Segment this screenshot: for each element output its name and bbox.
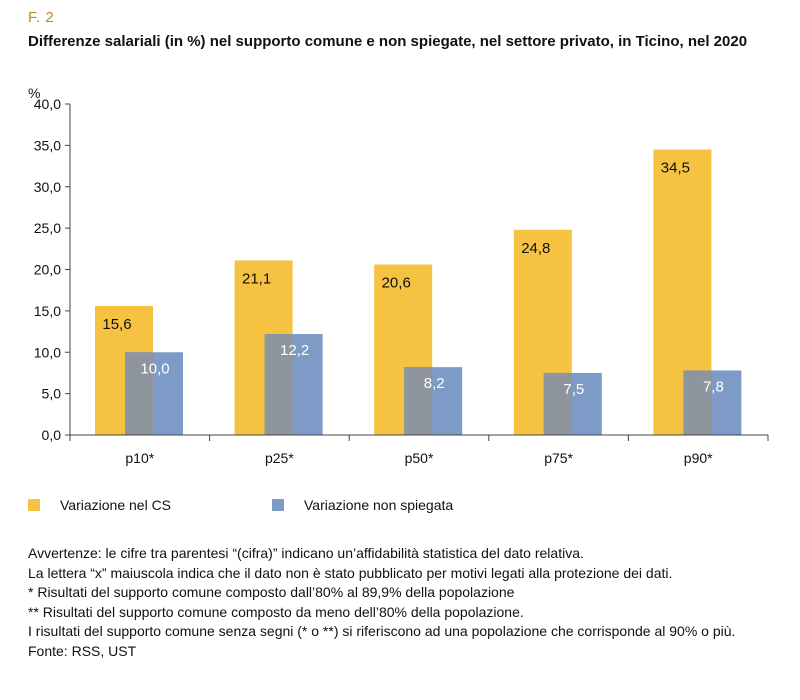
y-axis: 0,0 5,0 10,0 15,0 20,0 25,0 30,0 35,0 40,0 [34,96,71,443]
bar-overlap [543,372,572,435]
figure-number: F. 2 [28,9,55,26]
legend-item-cs: Variazione nel CS [28,497,171,513]
note-double-asterisk: ** Risultati del supporto comune compost… [28,603,524,620]
y-tick-label: 20,0 [34,262,61,278]
data-label-unexplained: 7,5 [563,381,584,398]
x-tick-label: p25* [265,450,294,466]
data-label-cs: 34,5 [661,160,690,177]
y-tick-label: 25,0 [34,220,61,236]
note-no-marks: I risultati del supporto comune senza se… [28,623,736,639]
note-single-asterisk: * Risultati del supporto comune composto… [28,584,515,600]
note-letter-x: La lettera “x” maiuscola indica che il d… [28,564,673,581]
data-label-cs: 20,6 [382,275,411,292]
legend-label-unexplained: Variazione non spiegata [304,497,454,513]
bars: 15,6 10,0 21,1 12,2 20,6 8,2 24,8 7,5 34,5 7,8 [95,149,742,435]
y-tick-label: 0,0 [42,427,62,443]
data-label-unexplained: 8,2 [424,375,445,392]
legend-swatch-cs [28,499,40,511]
data-label-unexplained: 12,2 [280,342,309,359]
data-label-unexplained: 10,0 [140,360,169,377]
data-label-cs: 21,1 [242,270,271,287]
footnotes: Avvertenze: le cifre tra parentesi “(cif… [28,544,735,661]
x-tick-label: p50* [405,450,434,466]
bar-overlap [404,367,433,435]
y-tick-label: 40,0 [34,96,61,112]
data-label-unexplained: 7,8 [703,378,724,395]
chart-title: Differenze salariali (in %) nel supporto… [28,33,748,50]
x-tick-label: p90* [684,450,713,466]
note-warning: Avvertenze: le cifre tra parentesi “(cif… [28,545,584,561]
note-source: Fonte: RSS, UST [28,642,137,659]
y-tick-label: 10,0 [34,344,61,360]
y-unit-label: % [28,85,40,101]
bar-overlap [125,352,153,435]
data-label-cs: 15,6 [102,316,131,333]
y-tick-label: 35,0 [34,137,61,153]
x-tick-label: p75* [544,450,573,466]
x-tick-label: p10* [125,450,154,466]
legend-swatch-unexplained [272,499,284,511]
x-axis: p10* p25* p50* p75* p90* [69,434,769,466]
legend-label-cs: Variazione nel CS [60,497,172,513]
y-tick-label: 30,0 [34,179,61,195]
y-tick-label: 5,0 [42,386,62,402]
data-label-cs: 24,8 [521,240,550,257]
bar-chart: % 0,0 5,0 10,0 15,0 20,0 25,0 30,0 35,0 40,0 15,… [28,85,769,466]
bar-overlap [264,334,293,435]
legend-item-unexplained: Variazione non spiegata [272,497,453,513]
bar-overlap [683,370,712,435]
y-tick-label: 15,0 [34,303,61,319]
